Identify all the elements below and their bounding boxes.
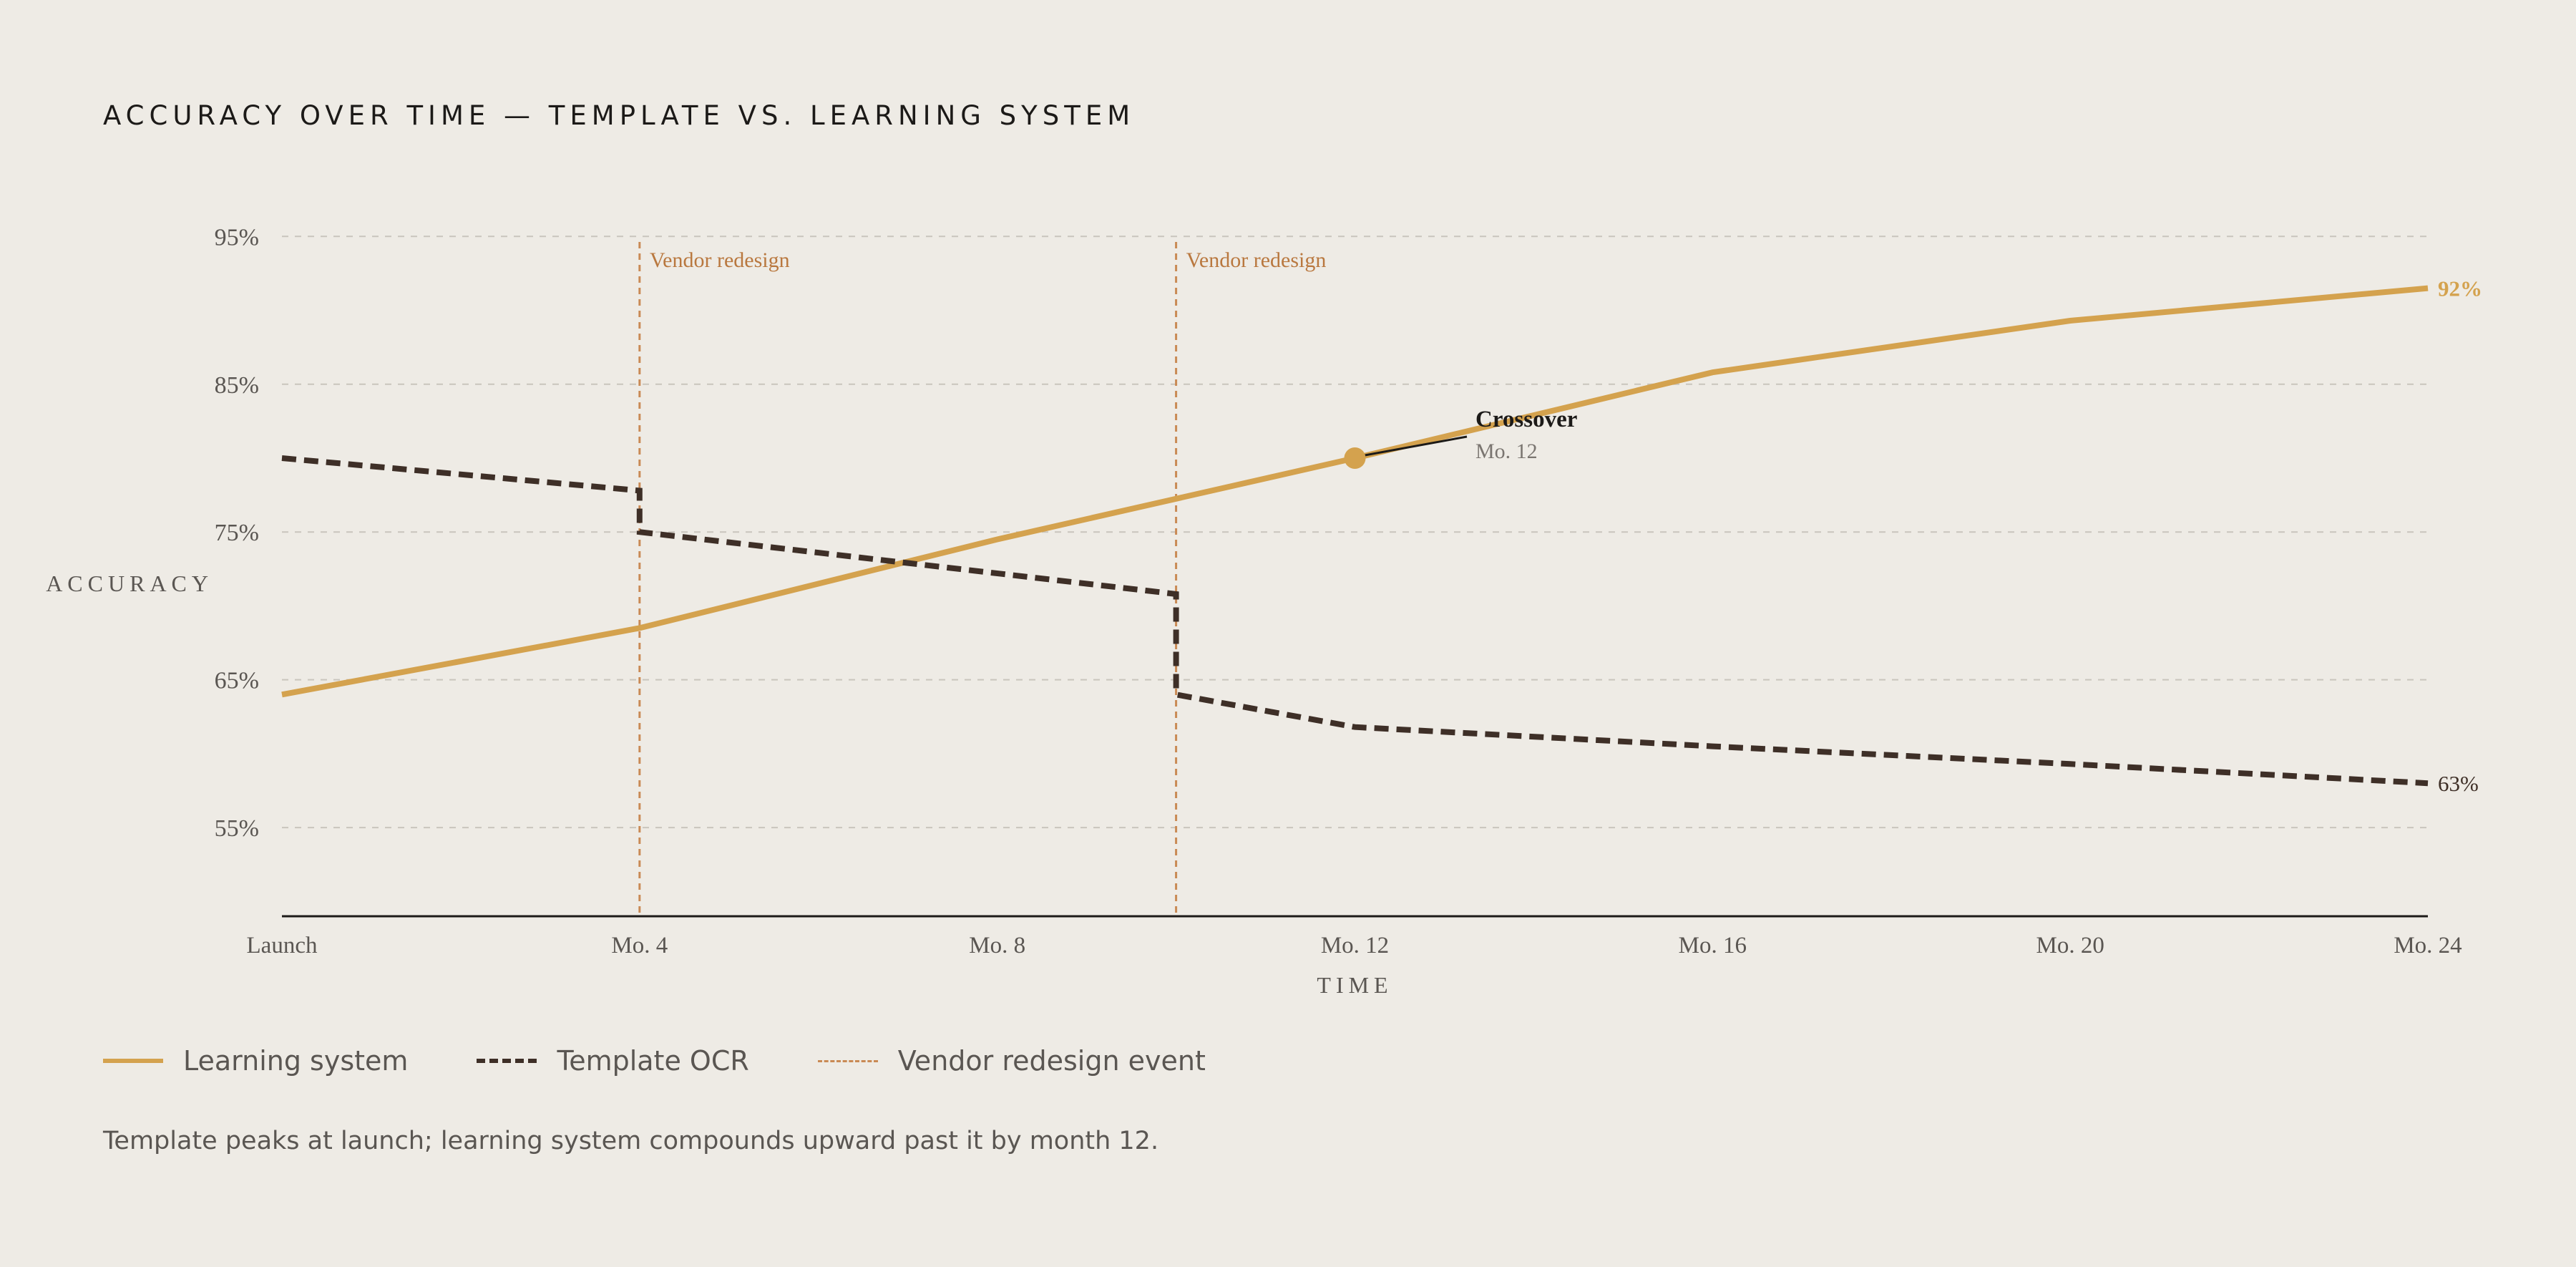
legend-swatch-learning <box>103 1059 163 1063</box>
legend-swatch-vendor <box>817 1059 878 1062</box>
chart-legend: Learning system Template OCR Vendor rede… <box>103 1045 1274 1077</box>
y-axis-label: ACCURACY <box>46 571 213 596</box>
learning-system-end-label: 92% <box>2438 276 2482 301</box>
learning-system-line <box>281 285 2429 698</box>
x-tick-label: Mo. 4 <box>611 933 668 958</box>
chart-plot: 55% 65% 75% 85% 95% ACCURACY Vendor redesign Ve… <box>46 224 2482 998</box>
legend-item-vendor: Vendor redesign event <box>817 1045 1206 1077</box>
legend-item-learning: Learning system <box>103 1045 408 1077</box>
event-label: Vendor redesign <box>650 248 790 272</box>
x-tick-label: Mo. 12 <box>1321 933 1389 958</box>
event-label: Vendor redesign <box>1186 248 1327 272</box>
crossover-marker <box>1344 447 1366 469</box>
chart-title: ACCURACY OVER TIME — TEMPLATE VS. LEARNI… <box>103 100 1136 131</box>
x-tick-label: Mo. 24 <box>2394 933 2462 958</box>
y-tick-label: 65% <box>215 668 259 694</box>
legend-item-template: Template OCR <box>477 1045 749 1077</box>
template-ocr-line <box>281 455 2429 787</box>
y-tick-label: 75% <box>215 520 259 546</box>
x-tick-label: Mo. 8 <box>969 933 1025 958</box>
legend-label-vendor: Vendor redesign event <box>897 1045 1206 1077</box>
x-tick-label: Mo. 16 <box>1679 933 1747 958</box>
legend-label-learning: Learning system <box>183 1045 409 1077</box>
crossover-leader-line <box>1365 435 1468 457</box>
template-ocr-end-label: 63% <box>2438 771 2479 796</box>
legend-swatch-template <box>477 1059 537 1063</box>
x-axis-label: TIME <box>1317 972 1392 998</box>
x-tick-label: Launch <box>247 933 318 958</box>
y-tick-label: 85% <box>215 372 259 399</box>
y-tick-label: 95% <box>215 224 259 251</box>
legend-label-template: Template OCR <box>557 1045 749 1077</box>
crossover-title: Crossover <box>1475 407 1577 432</box>
crossover-subtitle: Mo. 12 <box>1475 440 1538 463</box>
y-tick-label: 55% <box>215 815 259 842</box>
chart-caption: Template peaks at launch; learning syste… <box>103 1127 1159 1155</box>
x-tick-label: Mo. 20 <box>2036 933 2104 958</box>
